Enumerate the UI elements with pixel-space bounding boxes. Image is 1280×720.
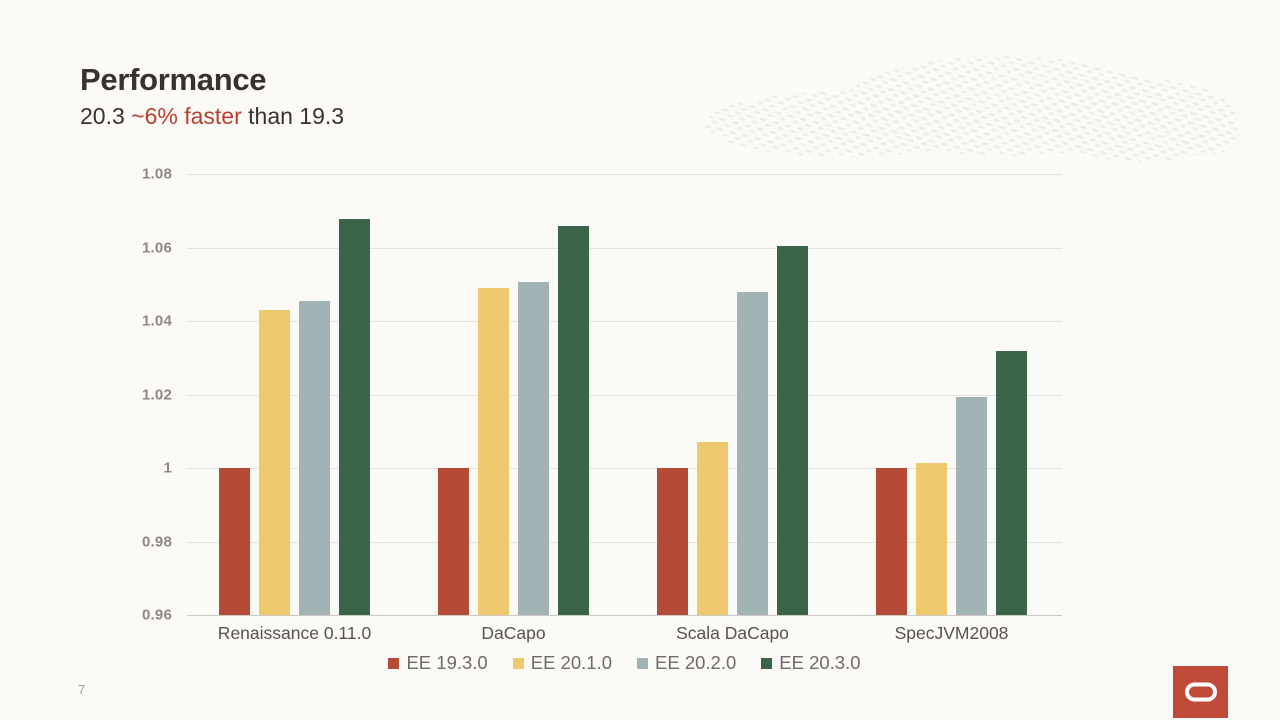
gridline	[187, 247, 1062, 249]
slide-subtitle: 20.3 ~6% faster than 19.3	[80, 103, 344, 130]
bar-ee-19.3.0	[219, 468, 250, 615]
bar-ee-20.2.0	[956, 397, 987, 615]
bar-ee-20.1.0	[697, 442, 728, 615]
gridline	[187, 394, 1062, 396]
bar-ee-20.1.0	[478, 287, 509, 615]
bar-ee-20.1.0	[259, 310, 290, 615]
gridline	[187, 321, 1062, 322]
bar-ee-20.1.0	[916, 462, 947, 615]
gridline	[187, 174, 1062, 175]
gridline	[187, 615, 1062, 616]
y-axis-tick-label: 1.08	[142, 165, 172, 183]
legend-item: EE 20.2.0	[637, 652, 736, 674]
cloud-pattern-decoration	[706, 56, 1240, 162]
bar-ee-19.3.0	[657, 468, 688, 615]
legend-label: EE 20.2.0	[655, 652, 737, 673]
bar-ee-20.3.0	[996, 351, 1027, 615]
y-axis-tick-label: 0.98	[142, 533, 172, 550]
y-axis-tick-label: 1.04	[142, 312, 172, 330]
subtitle-suffix: than 19.3	[241, 103, 345, 129]
bar-ee-20.3.0	[339, 219, 370, 615]
y-axis-tick-label: 1.06	[142, 239, 172, 256]
category-label: Scala DaCapo	[676, 623, 789, 643]
oracle-o-icon	[1184, 682, 1217, 702]
y-axis-tick-label: 1.02	[142, 386, 172, 403]
slide-header: Performance 20.3 ~6% faster than 19.3	[80, 62, 344, 130]
legend-swatch-icon	[388, 657, 400, 669]
category-label: Renaissance 0.11.0	[217, 623, 372, 643]
legend-label: EE 19.3.0	[406, 652, 488, 673]
legend-swatch-icon	[637, 657, 648, 669]
y-axis-tick-label: 0.96	[142, 606, 172, 624]
subtitle-highlight: ~6% faster	[131, 103, 242, 129]
gridline	[187, 468, 1062, 469]
category-label: DaCapo	[481, 623, 546, 643]
bar-ee-20.2.0	[737, 291, 768, 615]
chart-legend: EE 19.3.0 EE 20.1.0 EE 20.2.0 EE 20.3.0	[187, 652, 1062, 674]
legend-label: EE 20.3.0	[779, 652, 861, 673]
legend-item: EE 20.1.0	[512, 652, 612, 674]
page-number: 7	[78, 682, 86, 697]
category-label: SpecJVM2008	[894, 623, 1009, 643]
y-axis-tick-label: 1	[163, 459, 172, 477]
bar-ee-20.3.0	[558, 226, 589, 615]
legend-item: EE 19.3.0	[388, 652, 488, 674]
slide-title: Performance	[80, 62, 267, 97]
gridline	[187, 541, 1062, 543]
legend-swatch-icon	[512, 657, 524, 669]
legend-label: EE 20.1.0	[530, 652, 612, 673]
bar-ee-20.3.0	[777, 245, 808, 615]
bar-ee-20.2.0	[518, 282, 549, 615]
bar-ee-19.3.0	[876, 468, 907, 615]
plot-area: 0.96 0.98 1 1.02 1.04 1.06 1.08 Renaissance 0.1…	[142, 166, 1062, 643]
bar-ee-20.2.0	[299, 300, 330, 615]
subtitle-prefix: 20.3	[80, 103, 132, 129]
legend-swatch-icon	[761, 657, 773, 669]
legend-item: EE 20.3.0	[761, 652, 861, 674]
bar-ee-19.3.0	[438, 468, 469, 615]
oracle-logo	[1173, 666, 1228, 718]
